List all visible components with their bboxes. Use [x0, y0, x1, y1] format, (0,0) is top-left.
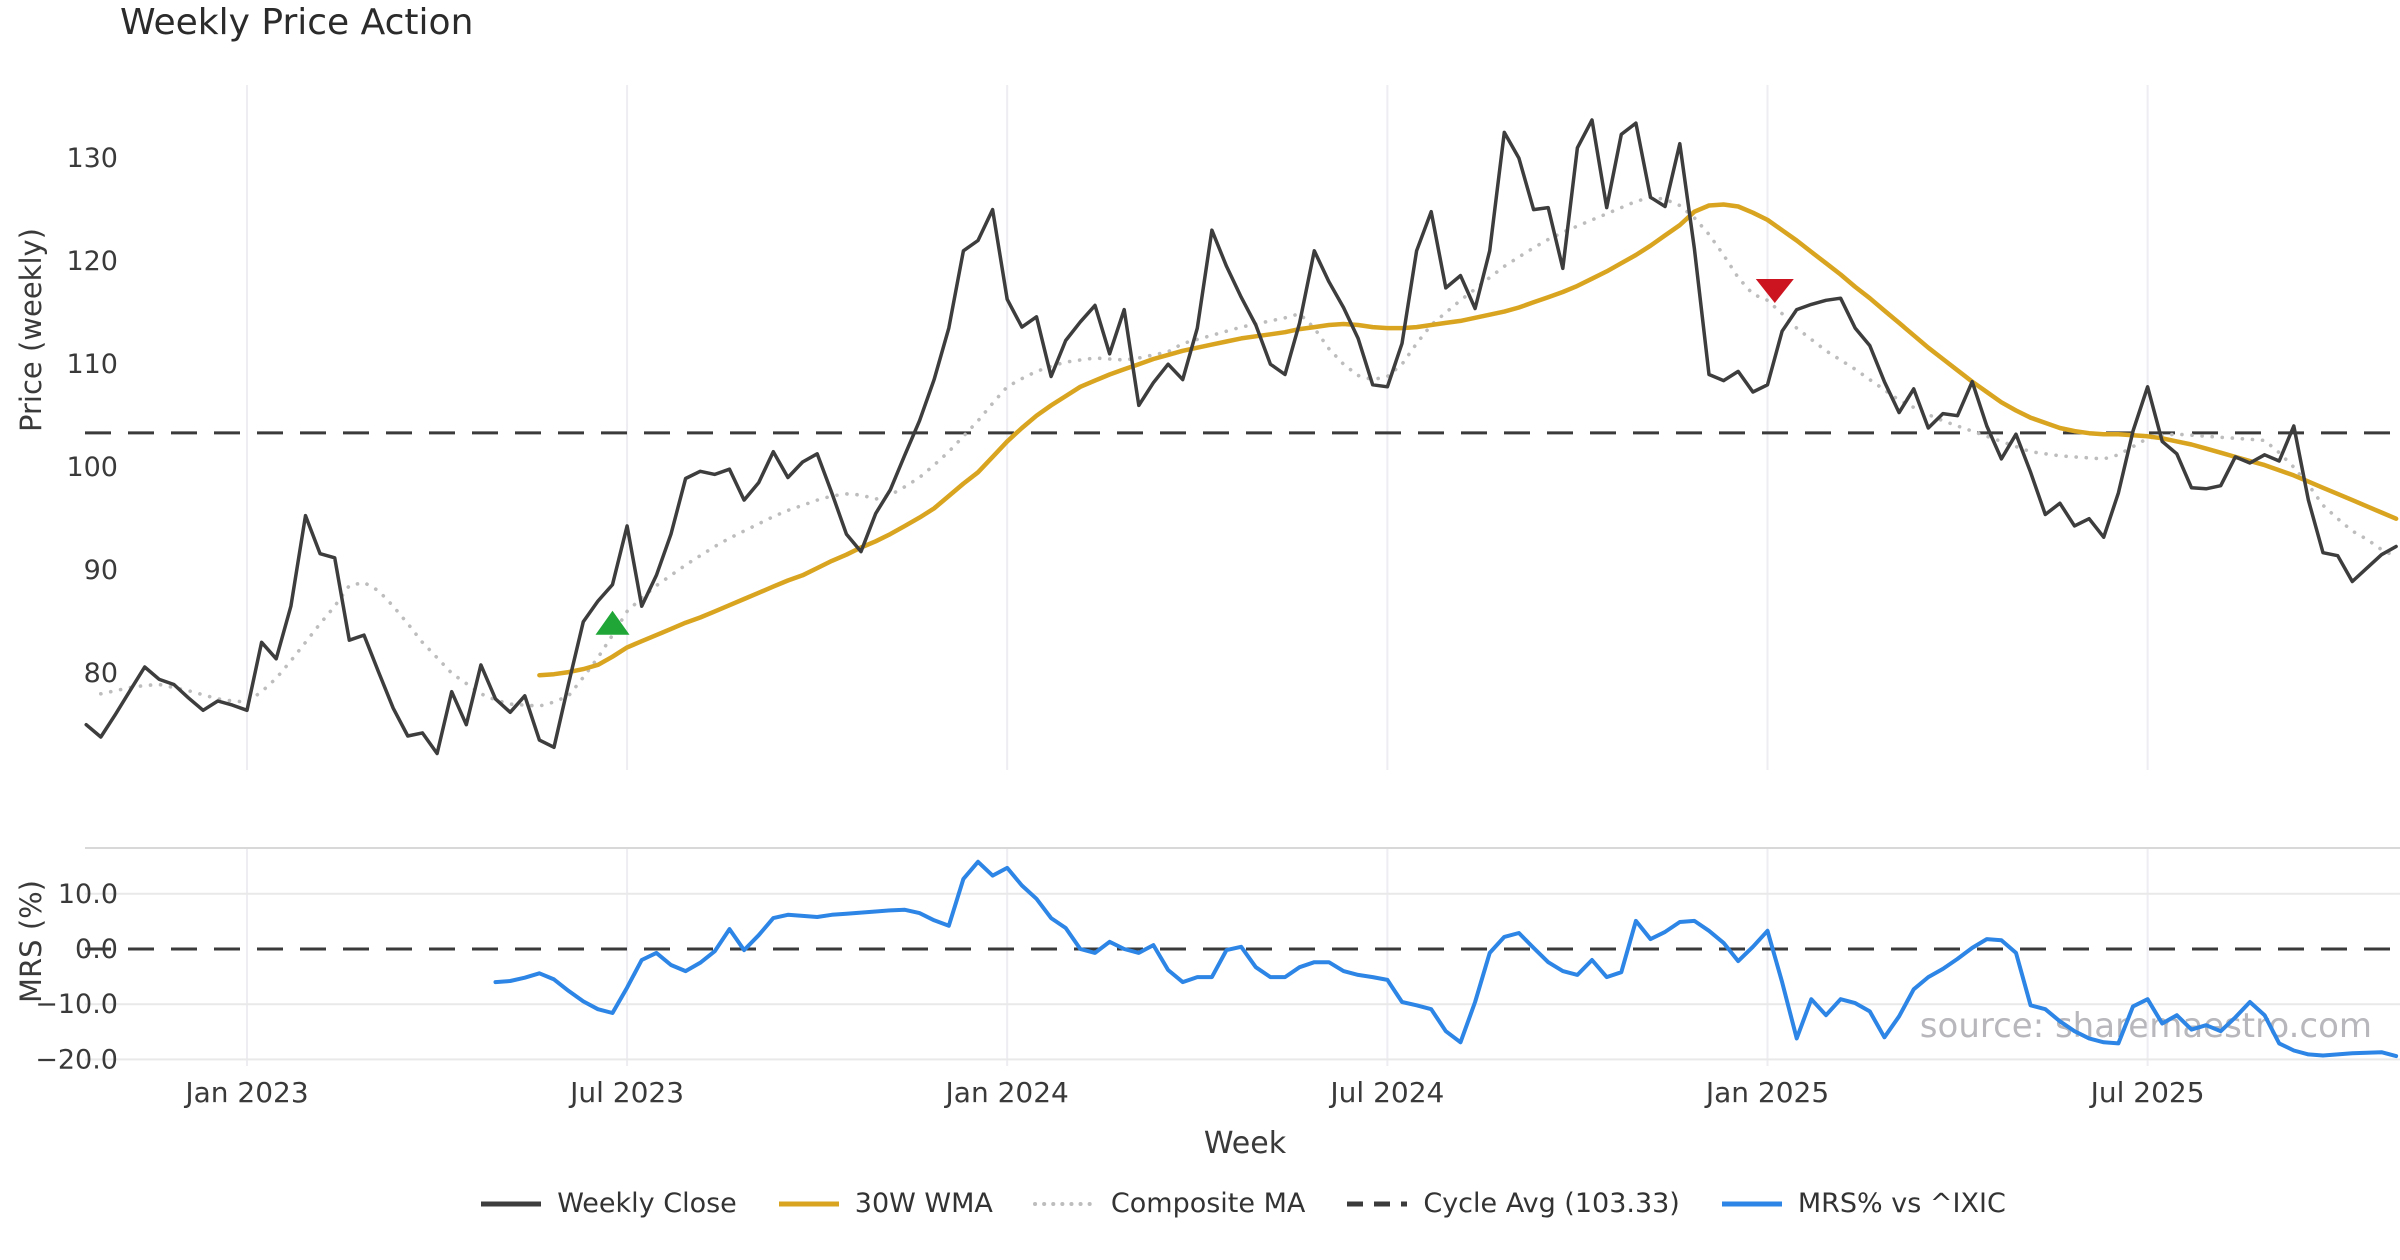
- price-ytick-label: 120: [66, 246, 118, 277]
- source-watermark: source: sharemaestro.com: [1919, 1006, 2372, 1046]
- legend-label: Cycle Avg (103.33): [1423, 1188, 1680, 1219]
- legend-swatch-icon: [1347, 1201, 1408, 1206]
- mrs-ytick-label: 10.0: [58, 879, 118, 910]
- legend-item-mrs-vs-ixic: MRS% vs ^IXIC: [1720, 1188, 2006, 1219]
- legend-swatch-icon: [481, 1201, 542, 1206]
- xtick-label: Jul 2023: [568, 1076, 684, 1109]
- chart-legend: Weekly Close 30W WMA Composite MA Cycle Avg…: [85, 1188, 2400, 1219]
- series-composite-ma: [99, 195, 2398, 708]
- price-ytick-label: 130: [66, 143, 118, 174]
- legend-swatch-icon: [1721, 1201, 1782, 1206]
- legend-swatch-icon: [1032, 1201, 1097, 1206]
- xtick-label: Jan 2025: [1704, 1076, 1829, 1109]
- legend-item-cycle-avg-103-33-: Cycle Avg (103.33): [1345, 1188, 1680, 1219]
- legend-label: Composite MA: [1110, 1188, 1306, 1219]
- legend-label: Weekly Close: [557, 1188, 737, 1219]
- sell-signal-marker-icon: [1755, 278, 1794, 303]
- mrs-ytick-label: 0.0: [75, 934, 118, 965]
- x-axis-label: Week: [1203, 1126, 1287, 1161]
- series-weekly-close: [84, 118, 2398, 756]
- price-ytick-label: 100: [66, 452, 118, 483]
- xtick-label: Jan 2023: [183, 1076, 308, 1109]
- legend-item-30w-wma: 30W WMA: [777, 1188, 993, 1219]
- price-ytick-label: 90: [84, 555, 118, 586]
- mrs-ytick-label: −20.0: [35, 1044, 118, 1075]
- chart-title: Weekly Price Action: [120, 2, 474, 43]
- buy-signal-marker-icon: [595, 610, 630, 635]
- xtick-label: Jul 2025: [2089, 1076, 2205, 1109]
- legend-label: 30W WMA: [854, 1188, 993, 1219]
- mrs-ytick-label: −10.0: [35, 989, 118, 1020]
- series-30w-wma: [537, 202, 2399, 678]
- legend-label: MRS% vs ^IXIC: [1797, 1188, 2006, 1219]
- xtick-label: Jul 2024: [1328, 1076, 1444, 1109]
- legend-item-composite-ma: Composite MA: [1032, 1188, 1306, 1219]
- price-ytick-label: 80: [84, 658, 118, 689]
- xtick-label: Jan 2024: [944, 1076, 1069, 1109]
- series-mrs-vs-ixic: [493, 859, 2399, 1059]
- legend-swatch-icon: [778, 1201, 839, 1206]
- legend-item-weekly-close: Weekly Close: [479, 1188, 737, 1219]
- price-ytick-label: 110: [66, 349, 118, 380]
